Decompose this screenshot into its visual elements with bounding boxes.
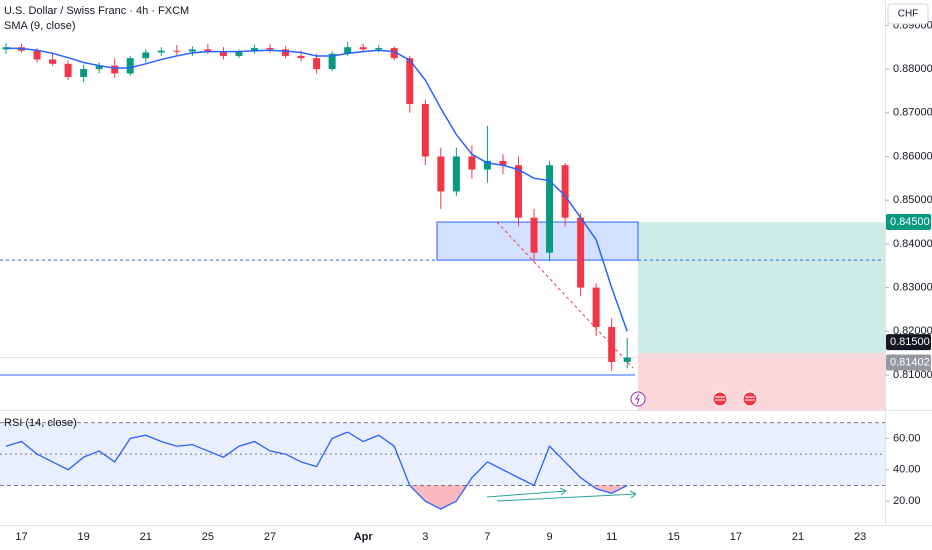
x-tick-label: 21 — [140, 531, 152, 543]
y-tick-label: 0.85000 — [893, 194, 932, 206]
profit-zone — [638, 222, 885, 354]
event-icon[interactable] — [742, 391, 758, 407]
sma-line — [5, 47, 628, 332]
candle-body — [282, 49, 290, 56]
candle-body — [577, 217, 585, 288]
candle-body — [514, 165, 522, 218]
layer: 0.890000.880000.870000.860000.850000.840… — [0, 19, 932, 543]
candle-body — [219, 51, 227, 56]
currency-box[interactable] — [887, 3, 929, 25]
x-tick-label: 23 — [854, 531, 866, 543]
x-tick-label: 7 — [484, 531, 490, 543]
candle-body — [530, 217, 538, 253]
candle-body — [499, 160, 507, 166]
x-tick-label: 19 — [78, 531, 90, 543]
y-tick-label: 0.83000 — [893, 282, 932, 294]
y-tick-label: 40.00 — [893, 464, 921, 476]
candle-body — [406, 58, 414, 105]
candle-body — [235, 51, 243, 56]
x-tick-label: 27 — [264, 531, 276, 543]
candle-body — [64, 63, 72, 77]
candle-body — [173, 50, 181, 52]
divergence-arrow — [496, 493, 637, 502]
currency[interactable]: CHF — [898, 9, 919, 20]
oversold-fill — [409, 485, 628, 510]
candle-body — [437, 156, 445, 192]
candle-body — [546, 165, 554, 253]
x-tick-label: 9 — [546, 531, 552, 543]
candle-body — [33, 50, 41, 60]
event-icon-glyph — [715, 396, 725, 401]
x-tick-label: 21 — [792, 531, 804, 543]
y-tick-label: 0.88000 — [893, 63, 932, 75]
candle-body — [313, 58, 321, 70]
candle-body — [328, 53, 336, 70]
candle-body — [188, 49, 196, 52]
x-tick-label: 25 — [202, 531, 214, 543]
event-icon[interactable] — [712, 391, 728, 407]
candle-body — [157, 50, 165, 53]
y-tick-label: 0.87000 — [893, 107, 932, 119]
y-tick-label: 20.00 — [893, 495, 921, 507]
event-icon-glyph — [635, 393, 640, 405]
arrow-head — [559, 487, 567, 496]
price-label-box — [886, 354, 931, 371]
price-label-box — [886, 214, 931, 231]
chart-title: U.S. Dollar / Swiss Franc · 4h · FXCM — [4, 5, 189, 17]
candle-body — [80, 69, 88, 77]
candle-body — [592, 287, 600, 327]
candle-body — [204, 49, 212, 52]
candle-body — [623, 357, 631, 362]
rsi-band — [0, 422, 885, 486]
price-label-box — [886, 334, 931, 351]
candle-body — [561, 165, 569, 218]
candle-body — [359, 47, 367, 50]
candle-body — [375, 48, 383, 50]
loss-zone — [638, 353, 885, 410]
arrow-head — [629, 490, 637, 499]
candle-body — [390, 48, 398, 59]
candle-body — [483, 160, 491, 170]
y-tick-label: 0.84000 — [893, 238, 932, 250]
candle-body — [344, 47, 352, 54]
candle-body — [297, 55, 305, 59]
price-label: 0.81500 — [890, 336, 930, 348]
divergence-arrow — [486, 490, 567, 498]
x-tick-label: Apr — [354, 531, 374, 543]
indicator-title: SMA (9, close) — [4, 20, 76, 32]
x-tick-label: 11 — [606, 531, 617, 543]
candle-body — [49, 59, 57, 64]
candle-body — [421, 104, 429, 157]
candle-body — [142, 52, 150, 59]
candle-body — [468, 156, 476, 170]
price-label: 0.81402 — [890, 356, 930, 368]
candle-body — [250, 48, 258, 52]
rsi-line — [5, 431, 628, 510]
y-tick-label: 0.86000 — [893, 150, 932, 162]
x-tick-label: 3 — [422, 531, 428, 543]
rsi-title: RSI (14, close) — [4, 417, 77, 429]
candle-body — [608, 326, 616, 362]
x-tick-label: 15 — [668, 531, 680, 543]
candle-body — [126, 58, 134, 74]
candle-body — [452, 156, 460, 192]
x-tick-label: 17 — [730, 531, 742, 543]
event-icon-glyph — [745, 396, 755, 401]
x-tick-label: 17 — [15, 531, 27, 543]
candle-body — [95, 65, 103, 70]
y-tick-label: 0.81000 — [893, 369, 932, 381]
candle-body — [266, 48, 274, 50]
y-tick-label: 60.00 — [893, 432, 921, 444]
price-label: 0.84500 — [890, 216, 930, 228]
candle-body — [111, 65, 119, 74]
